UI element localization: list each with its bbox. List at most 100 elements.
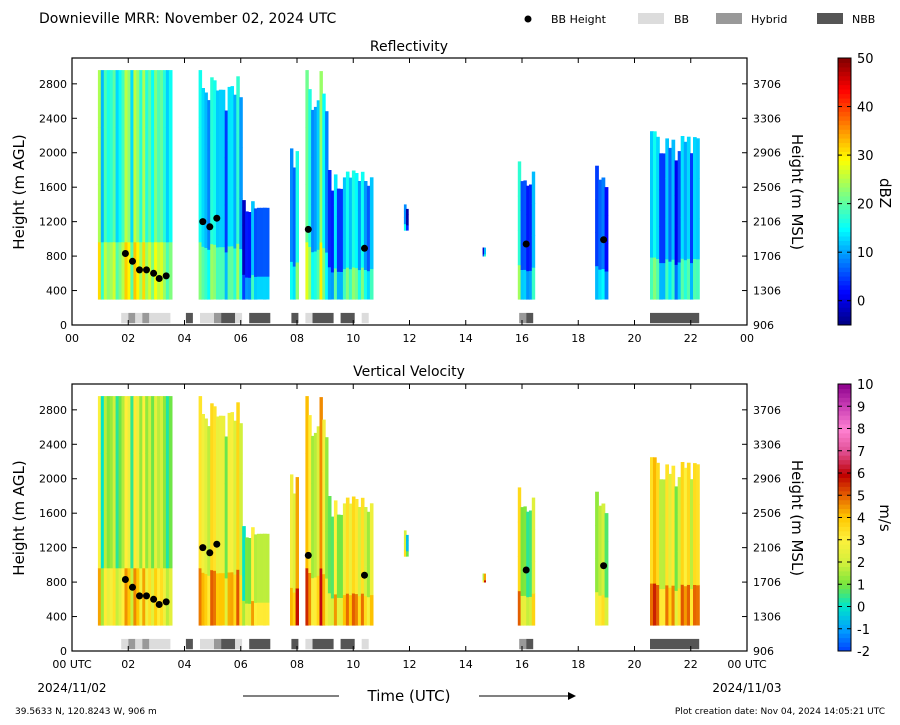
reflectivity-echo-cell — [233, 197, 237, 249]
reflectivity-echo-cell — [142, 70, 146, 128]
velocity-echo-cell — [601, 533, 606, 565]
reflectivity-echo-cell — [124, 127, 129, 185]
velocity-echo-cell — [366, 568, 371, 598]
reflectivity-echo-cell — [523, 239, 527, 270]
velocity-xtick-label: 08 — [290, 658, 304, 671]
reflectivity-echo-cell — [165, 241, 170, 300]
velocity-echo-cell — [311, 577, 315, 626]
velocity-echo-cell — [227, 519, 232, 573]
velocity-echo-cell — [668, 473, 673, 513]
velocity-echo-cell — [118, 510, 123, 569]
velocity-echo-cell — [160, 510, 164, 569]
reflectivity-echo-cell — [677, 225, 682, 263]
velocity-echo-cell — [406, 545, 409, 552]
reflectivity-echo-cell — [216, 247, 220, 300]
reflectivity-echo-cell — [693, 258, 697, 300]
velocity-echo-cell — [595, 558, 599, 593]
reflectivity-echo-cell — [168, 70, 173, 128]
reflectivity-echo-cell — [109, 70, 114, 128]
velocity-echo-cell — [130, 567, 134, 626]
reflectivity-echo-cell — [668, 147, 673, 187]
reflectivity-colorbar-step — [838, 151, 851, 157]
reflectivity-echo-cell — [292, 167, 297, 201]
velocity-bb-type-bb — [149, 638, 171, 650]
velocity-echo-cell — [351, 528, 356, 562]
velocity-echo-cell — [151, 453, 155, 511]
velocity-echo-cell — [693, 584, 697, 626]
velocity-echo-cell — [327, 592, 332, 626]
velocity-echo-cell — [210, 569, 214, 626]
reflectivity-ytick-label: 1600 — [39, 181, 67, 194]
reflectivity-echo-cell — [517, 195, 522, 231]
reflectivity-echo-cell — [227, 193, 232, 247]
velocity-echo-cell — [133, 510, 137, 569]
reflectivity-echo-cell — [210, 188, 214, 245]
reflectivity-echo-cell — [239, 97, 243, 149]
reflectivity-echo-cell — [363, 240, 368, 270]
velocity-echo-cell — [216, 573, 220, 626]
velocity-echo-cell — [207, 475, 211, 526]
velocity-echo-cell — [520, 566, 524, 596]
reflectivity-echo-cell — [322, 93, 326, 146]
reflectivity-echo-cell — [316, 150, 321, 201]
velocity-echo-cell — [305, 510, 309, 569]
velocity-echo-cell — [659, 552, 663, 590]
reflectivity-echo-cell — [305, 184, 309, 243]
velocity-bb-height-point — [522, 566, 530, 574]
reflectivity-bb-height-point — [361, 244, 368, 252]
reflectivity-echo-cell — [319, 71, 323, 129]
velocity-echo-cell — [403, 549, 407, 557]
velocity-echo-cell — [348, 564, 353, 596]
reflectivity-colorbar-step — [838, 155, 851, 161]
velocity-xtick-label: 00 UTC — [727, 658, 767, 671]
reflectivity-echo-cell — [221, 89, 226, 143]
velocity-colorbar-tick-label: 4 — [857, 512, 865, 527]
reflectivity-echo-cell — [693, 137, 697, 178]
reflectivity-echo-cell — [319, 242, 323, 300]
velocity-bb-type-nbb — [221, 638, 236, 650]
reflectivity-echo-cell — [308, 89, 312, 142]
velocity-echo-cell — [325, 484, 329, 532]
velocity-echo-cell — [163, 510, 167, 569]
velocity-echo-cell — [260, 579, 264, 603]
velocity-echo-cell — [218, 468, 223, 521]
reflectivity-echo-cell — [245, 233, 249, 256]
reflectivity-echo-cell — [145, 184, 149, 243]
reflectivity-bb-height-point — [136, 266, 143, 274]
reflectivity-echo-cell — [665, 178, 669, 220]
reflectivity-echo-cell — [145, 70, 149, 128]
velocity-echo-cell — [251, 527, 255, 553]
velocity-echo-cell — [260, 556, 264, 580]
reflectivity-echo-cell — [227, 246, 232, 300]
velocity-echo-cell — [213, 406, 217, 462]
velocity-echo-cell — [484, 575, 486, 579]
reflectivity-echo-cell — [665, 259, 669, 300]
reflectivity-echo-cell — [97, 70, 102, 128]
reflectivity-colorbar-step — [838, 200, 851, 206]
reflectivity-echo-cell — [165, 127, 170, 185]
velocity-echo-cell — [216, 416, 220, 470]
velocity-echo-cell — [109, 567, 114, 626]
velocity-colorbar-tick-label: 1 — [857, 578, 865, 593]
velocity-echo-cell — [369, 503, 374, 535]
reflectivity-echo-cell — [213, 135, 217, 191]
reflectivity-echo-cell — [345, 267, 350, 300]
velocity-echo-cell — [369, 594, 374, 626]
reflectivity-echo-cell — [517, 230, 522, 266]
velocity-bb-height-point — [213, 540, 221, 548]
reflectivity-echo-cell — [683, 220, 688, 261]
velocity-echo-cell — [680, 462, 685, 504]
reflectivity-xtick-label: 18 — [571, 332, 585, 345]
velocity-bb-height-point — [143, 592, 150, 600]
reflectivity-echo-cell — [100, 127, 105, 185]
velocity-echo-cell — [366, 511, 371, 541]
reflectivity-echo-cell — [674, 229, 679, 265]
reflectivity-echo-cell — [357, 240, 362, 271]
reflectivity-echo-cell — [130, 241, 134, 300]
reflectivity-echo-column — [198, 70, 243, 300]
reflectivity-echo-cell — [333, 174, 338, 206]
reflectivity-echo-cell — [236, 187, 240, 244]
velocity-echo-cell — [210, 514, 214, 571]
velocity-echo-cell — [221, 468, 226, 521]
reflectivity-echo-cell — [151, 127, 155, 185]
